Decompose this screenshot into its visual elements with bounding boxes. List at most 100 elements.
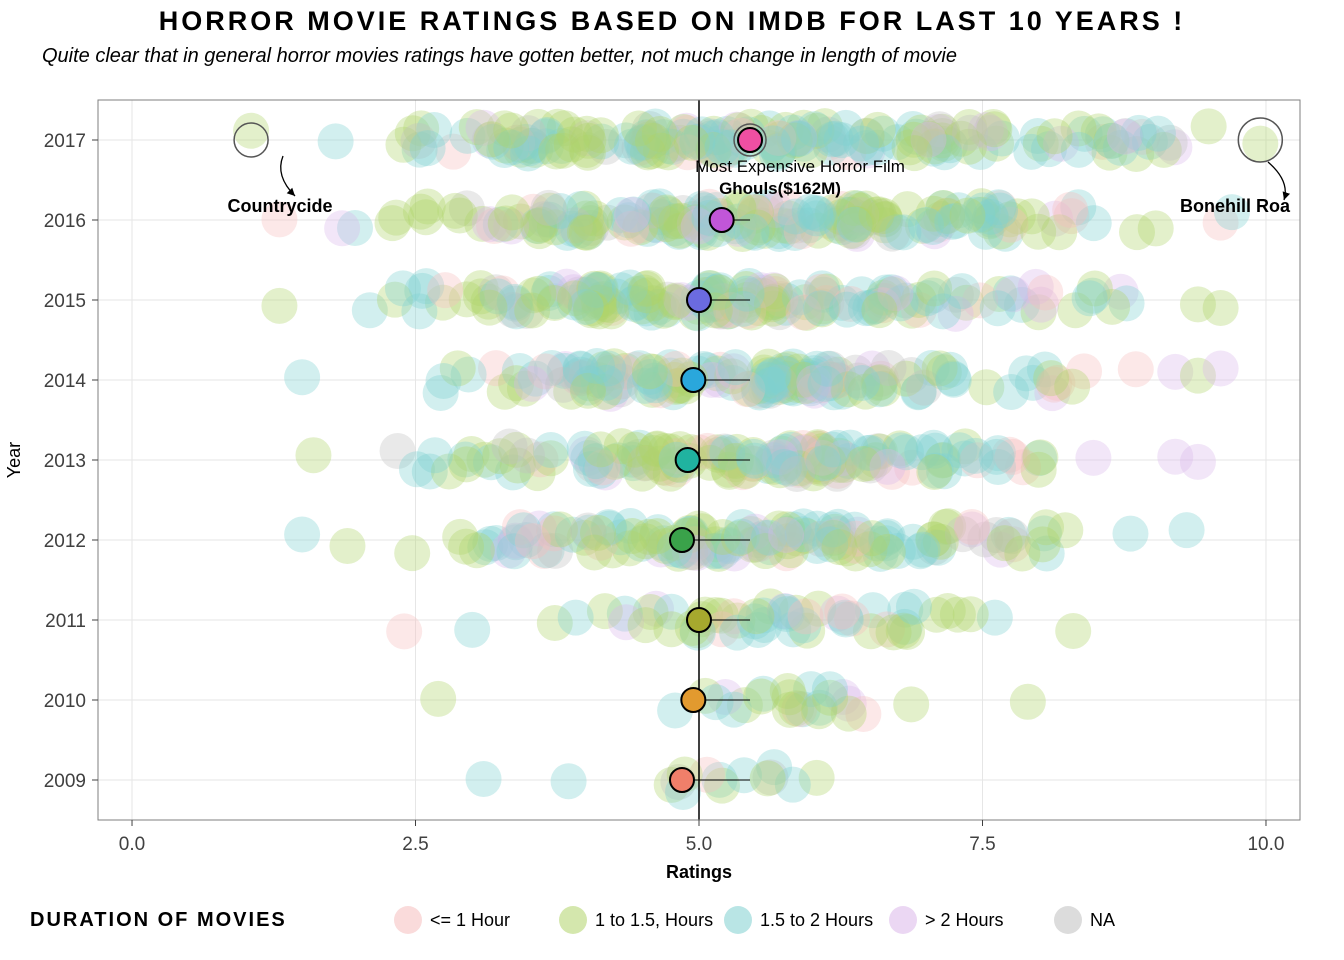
data-point xyxy=(284,516,320,552)
data-point xyxy=(551,763,587,799)
data-point xyxy=(797,195,833,231)
data-point xyxy=(1118,351,1154,387)
data-point xyxy=(515,523,551,559)
data-point xyxy=(908,207,944,243)
legend-label: 1.5 to 2 Hours xyxy=(760,910,873,930)
ytick-label: 2013 xyxy=(44,451,86,472)
legend-swatch xyxy=(394,906,422,934)
data-point xyxy=(925,293,961,329)
data-point xyxy=(949,198,985,234)
data-point xyxy=(635,123,671,159)
ytick-label: 2010 xyxy=(44,691,86,712)
data-point xyxy=(1203,350,1239,386)
data-point xyxy=(870,449,906,485)
data-point xyxy=(810,351,846,387)
annotation-label-expensive-1: Most Expensive Horror Film xyxy=(695,157,905,176)
data-point xyxy=(1140,116,1176,152)
x-axis-label: Ratings xyxy=(666,862,732,882)
data-point xyxy=(630,277,666,313)
data-point xyxy=(1022,439,1058,475)
chart-subtitle: Quite clear that in general horror movie… xyxy=(42,45,957,67)
year-marker xyxy=(738,128,762,152)
data-point xyxy=(1028,509,1064,545)
xtick-label: 10.0 xyxy=(1247,834,1284,855)
ytick-label: 2014 xyxy=(44,371,87,392)
year-marker xyxy=(676,448,700,472)
chart-svg: 0.02.55.07.510.0200920102011201220132014… xyxy=(0,0,1344,960)
data-point xyxy=(979,439,1015,475)
data-point xyxy=(531,190,567,226)
year-marker xyxy=(687,608,711,632)
legend-label: <= 1 Hour xyxy=(430,910,510,930)
legend-label: > 2 Hours xyxy=(925,910,1004,930)
data-point xyxy=(568,289,604,325)
ytick-label: 2017 xyxy=(44,131,86,152)
data-point xyxy=(1112,516,1148,552)
data-point xyxy=(628,607,664,643)
year-marker xyxy=(670,768,694,792)
year-marker xyxy=(670,528,694,552)
data-point xyxy=(493,112,529,148)
year-marker xyxy=(681,688,705,712)
data-point xyxy=(579,348,615,384)
data-point xyxy=(329,528,365,564)
data-point xyxy=(788,598,824,634)
data-point xyxy=(261,288,297,324)
data-point xyxy=(466,761,502,797)
data-point xyxy=(954,509,990,545)
annotation-label-bonehill: Bonehill Roa xyxy=(1180,196,1291,216)
data-point xyxy=(437,193,473,229)
year-marker xyxy=(710,208,734,232)
xtick-label: 2.5 xyxy=(402,834,428,855)
data-point xyxy=(1072,280,1108,316)
data-point xyxy=(803,290,839,326)
ytick-label: 2011 xyxy=(45,611,86,632)
data-point xyxy=(442,519,478,555)
ytick-label: 2016 xyxy=(44,211,86,232)
year-marker xyxy=(681,368,705,392)
legend-swatch xyxy=(889,906,917,934)
data-point xyxy=(896,589,932,625)
data-point xyxy=(1010,684,1046,720)
data-point xyxy=(768,517,804,553)
data-point xyxy=(426,363,462,399)
data-point xyxy=(583,431,619,467)
data-point xyxy=(471,290,507,326)
data-point xyxy=(779,456,815,492)
y-axis-label: Year xyxy=(4,442,24,478)
data-point xyxy=(427,272,463,308)
xtick-label: 5.0 xyxy=(686,834,712,855)
data-point xyxy=(570,135,606,171)
data-point xyxy=(674,125,710,161)
ytick-label: 2009 xyxy=(44,771,86,792)
data-point xyxy=(733,214,769,250)
data-point xyxy=(858,197,894,233)
data-point xyxy=(772,692,808,728)
ytick-label: 2012 xyxy=(44,531,86,552)
data-point xyxy=(1180,444,1216,480)
data-point xyxy=(538,133,574,169)
data-point xyxy=(823,122,859,158)
data-point xyxy=(632,353,668,389)
data-point xyxy=(781,121,817,157)
data-point xyxy=(930,593,966,629)
data-point xyxy=(824,593,860,629)
data-point xyxy=(893,686,929,722)
data-point xyxy=(1242,126,1278,162)
data-point xyxy=(738,598,774,634)
legend-swatch xyxy=(1054,906,1082,934)
data-point xyxy=(454,612,490,648)
legend-label: NA xyxy=(1090,910,1115,930)
data-point xyxy=(814,432,850,468)
year-marker xyxy=(687,288,711,312)
xtick-label: 0.0 xyxy=(119,834,145,855)
data-point xyxy=(870,534,906,570)
data-point xyxy=(233,113,269,149)
data-point xyxy=(952,115,988,151)
legend-label: 1 to 1.5, Hours xyxy=(595,910,713,930)
data-point xyxy=(580,515,616,551)
data-point xyxy=(488,206,524,242)
data-point xyxy=(1107,119,1143,155)
data-point xyxy=(417,437,453,473)
data-point xyxy=(410,130,446,166)
